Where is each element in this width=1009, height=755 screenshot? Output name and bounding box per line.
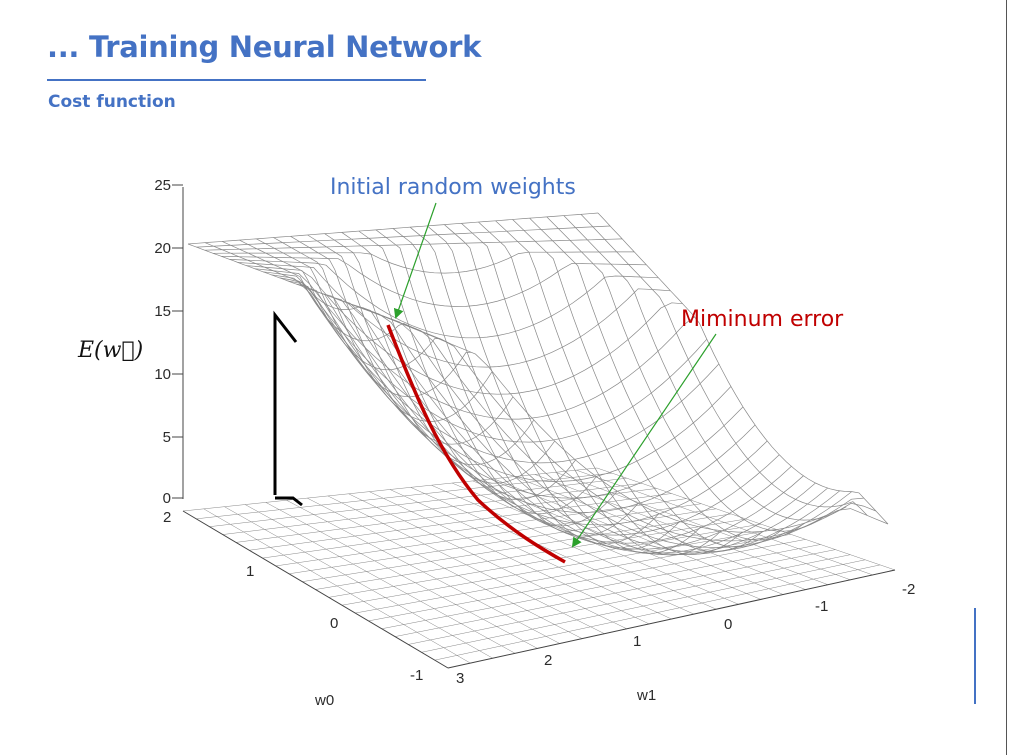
z-tick-5: 5 bbox=[163, 429, 171, 446]
w1-tick-neg1: -1 bbox=[815, 598, 828, 615]
w0-tick-2: 2 bbox=[163, 509, 171, 526]
floor-grid-line bbox=[434, 564, 881, 661]
floor-grid-line bbox=[534, 474, 829, 585]
surface-mesh-line bbox=[212, 251, 635, 274]
z-tick-15: 15 bbox=[154, 303, 171, 320]
axis-indicator bbox=[273, 310, 303, 507]
surface-mesh-line bbox=[563, 215, 847, 521]
floor-grid-line bbox=[394, 549, 836, 637]
surface-mesh-line bbox=[222, 241, 430, 342]
w0-axis-label: w0 bbox=[314, 692, 334, 709]
side-accent-line bbox=[974, 608, 976, 704]
cost-surface-mesh bbox=[187, 212, 889, 556]
initial-weights-label: Initial random weights bbox=[330, 175, 576, 200]
z-tick-10: 10 bbox=[154, 366, 171, 383]
w1-tick-2: 2 bbox=[544, 652, 552, 669]
title-underline bbox=[47, 79, 426, 81]
surface-mesh-line bbox=[597, 212, 889, 525]
floor-grid-line bbox=[421, 559, 866, 653]
w1-axis-label: w1 bbox=[636, 687, 656, 704]
w1-tick-0: 0 bbox=[724, 616, 732, 633]
surface-mesh-line bbox=[279, 277, 732, 482]
minimum-error-label: Miminum error bbox=[681, 307, 844, 332]
z-tick-25: 25 bbox=[154, 177, 171, 194]
slide-right-border bbox=[1006, 0, 1007, 755]
z-tick-0: 0 bbox=[163, 490, 171, 507]
z-tick-20: 20 bbox=[154, 240, 171, 257]
surface-mesh-line bbox=[379, 314, 877, 542]
w0-tick-neg1: -1 bbox=[410, 667, 423, 684]
surface-mesh-line bbox=[461, 223, 722, 556]
surface-mesh-line bbox=[229, 259, 659, 339]
floor-grid-line bbox=[368, 539, 806, 622]
w1-tick-1: 1 bbox=[633, 633, 641, 650]
surface-mesh-line bbox=[246, 265, 683, 395]
slide-title: ... Training Neural Network bbox=[47, 30, 482, 64]
gradient-descent-path bbox=[386, 324, 566, 564]
surface-mesh-line bbox=[362, 308, 853, 553]
surface-mesh-line bbox=[371, 311, 864, 548]
z-ticks: 0 5 10 15 20 25 bbox=[154, 177, 183, 507]
z-axis-label: E(w⃗) bbox=[77, 338, 143, 363]
initial-weights-pointer bbox=[393, 202, 437, 319]
floor-grid-line bbox=[410, 487, 694, 615]
w1-ticks: 3 2 1 0 -1 -2 bbox=[456, 581, 915, 687]
floor-grid-line bbox=[555, 472, 851, 581]
surface-mesh-line bbox=[256, 238, 472, 398]
surface-mesh-line bbox=[221, 255, 647, 307]
surface-mesh-line bbox=[387, 317, 889, 533]
surface-mesh-line bbox=[271, 274, 720, 464]
w0-tick-0: 0 bbox=[330, 615, 338, 632]
floor-grid-line bbox=[381, 544, 821, 629]
floor-grid-line bbox=[493, 478, 784, 595]
surface-mesh-line bbox=[512, 219, 785, 548]
minimum-error-pointer bbox=[571, 333, 717, 548]
w1-tick-3: 3 bbox=[456, 670, 464, 687]
floor-grid-line bbox=[341, 528, 776, 606]
w0-ticks: 2 1 0 -1 bbox=[163, 509, 423, 684]
floor-grid-line bbox=[389, 489, 672, 620]
surface-mesh-line bbox=[337, 299, 816, 554]
floor-grid-line bbox=[576, 469, 873, 576]
w0-tick-1: 1 bbox=[246, 563, 254, 580]
floor-grid-line bbox=[408, 554, 851, 645]
w1-axis-line bbox=[447, 569, 896, 669]
slide-subtitle: Cost function bbox=[48, 92, 176, 112]
surface-mesh-line bbox=[529, 217, 805, 541]
w0-axis-line bbox=[182, 510, 449, 669]
floor-grid-line bbox=[452, 482, 739, 605]
surface-mesh-line bbox=[580, 214, 868, 516]
surface-mesh-line bbox=[287, 280, 744, 499]
surface-mesh-line bbox=[546, 216, 826, 532]
w1-tick-neg2: -2 bbox=[902, 581, 915, 598]
floor-grid-line bbox=[514, 476, 806, 590]
